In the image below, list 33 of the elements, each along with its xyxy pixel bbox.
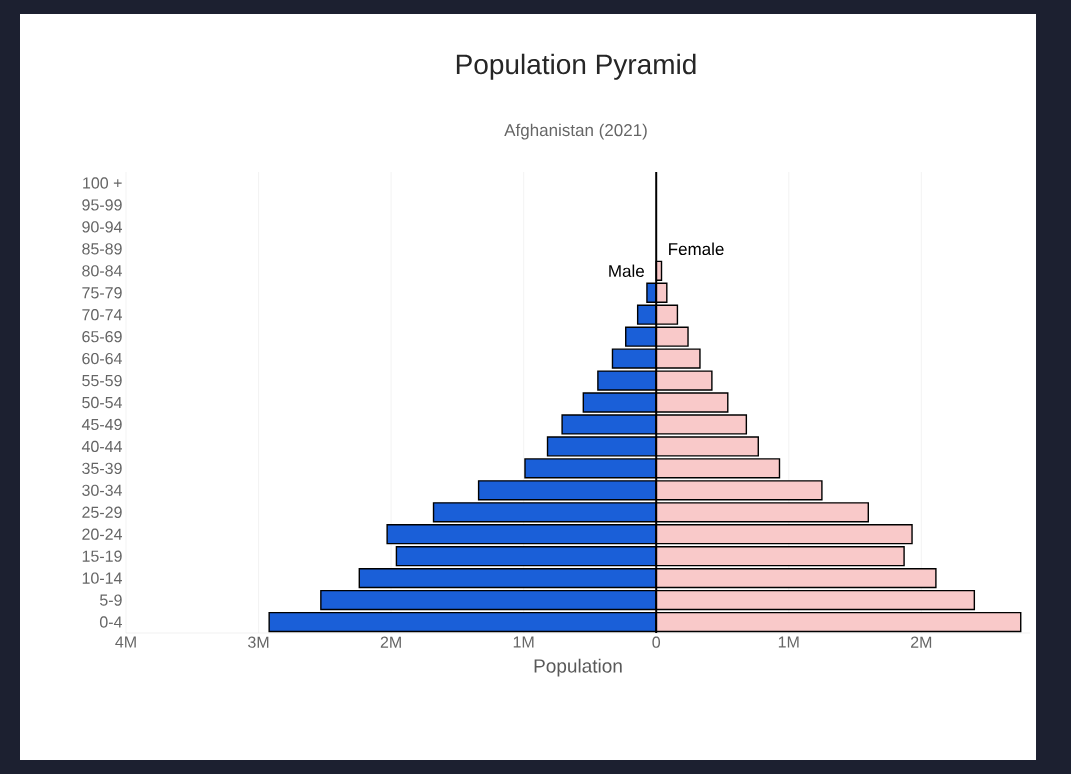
y-tick-label: 30-34 [82,484,122,496]
chart-subtitle: Afghanistan (2021) [504,123,647,140]
x-tick-label: 4M [115,636,136,648]
y-tick-label: 15-19 [82,550,122,562]
y-tick-label: 85-89 [82,243,122,255]
series-label: Female [669,242,724,256]
y-tick-label: 90-94 [82,221,122,233]
x-tick-label: 1M [778,636,799,648]
x-tick-label: 0 [652,636,661,648]
x-tick-label: 2M [911,636,932,648]
chart-title: Population Pyramid [456,53,696,80]
x-axis-title: Population [534,658,622,677]
y-tick-label: 55-59 [82,374,122,387]
y-tick-label: 25-29 [82,506,122,518]
series-label: Male [609,264,644,278]
y-tick-label: 45-49 [81,418,122,431]
y-tick-label: 65-69 [82,330,122,343]
y-tick-label: 20-24 [82,528,122,540]
y-tick-label: 95-99 [82,199,122,211]
y-tick-label: 50-54 [82,396,122,409]
y-tick-label: 70-74 [82,309,122,321]
x-tick-label: 2M [380,636,401,648]
y-tick-label: 75-79 [82,287,122,299]
y-tick-label: 10-14 [82,572,122,584]
x-tick-label: 3M [248,636,269,648]
x-tick-label: 1M [513,636,534,648]
y-tick-label: 60-64 [82,352,122,365]
y-tick-label: 0-4 [99,616,122,628]
y-tick-label: 5-9 [99,594,122,606]
y-tick-label: 100 + [83,177,122,189]
y-tick-label: 40-44 [81,440,122,453]
y-tick-label: 80-84 [82,265,122,277]
y-tick-label: 35-39 [82,462,122,475]
